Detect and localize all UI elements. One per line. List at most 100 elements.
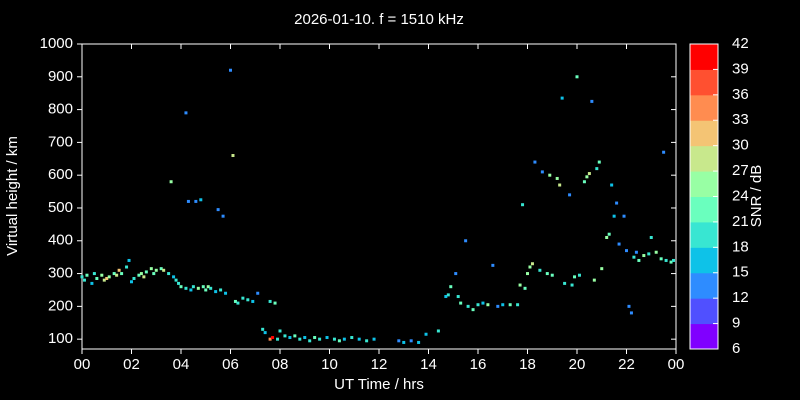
data-point [637, 258, 641, 262]
data-point [152, 272, 156, 276]
data-point [246, 298, 250, 302]
x-tick-label: 20 [569, 356, 586, 373]
x-tick-label: 00 [74, 356, 91, 373]
data-point [417, 340, 421, 344]
colorbar-tick-label: 12 [732, 289, 749, 306]
data-point [162, 268, 166, 272]
data-point [664, 258, 668, 262]
data-point [105, 276, 109, 280]
data-point [592, 278, 596, 282]
x-tick-label: 02 [123, 356, 140, 373]
data-point [283, 334, 287, 338]
data-point [117, 268, 121, 272]
data-point [568, 193, 572, 197]
data-point [100, 273, 104, 277]
data-point [221, 214, 225, 218]
colorbar-label: SNR / dB [748, 165, 765, 228]
data-point [318, 337, 322, 341]
data-point [563, 281, 567, 285]
data-point [332, 337, 336, 341]
colorbar-band [690, 272, 718, 299]
colorbar-band [690, 196, 718, 223]
data-point [107, 275, 111, 279]
data-point [224, 291, 228, 295]
y-axis-label: Virtual height / km [4, 136, 21, 256]
data-point [647, 252, 651, 256]
data-point [204, 288, 208, 292]
y-tick-label: 200 [48, 297, 73, 314]
data-point [471, 308, 475, 312]
colorbar-band [690, 44, 718, 70]
y-tick-label: 500 [48, 199, 73, 216]
data-point [607, 232, 611, 236]
data-point [233, 299, 237, 303]
data-point [137, 273, 141, 277]
data-point [659, 257, 663, 261]
x-tick-label: 18 [519, 356, 536, 373]
data-point [523, 286, 527, 290]
data-point [654, 250, 658, 254]
data-point [174, 278, 178, 282]
data-point [293, 334, 297, 338]
data-point [130, 280, 133, 284]
data-point [662, 150, 666, 154]
data-point [570, 283, 574, 287]
data-point [159, 267, 163, 271]
data-point [149, 267, 153, 271]
x-tick-label: 22 [618, 356, 635, 373]
data-point [446, 293, 450, 297]
data-point [575, 75, 579, 79]
data-point [372, 337, 376, 341]
data-point [214, 290, 218, 294]
data-point [642, 254, 646, 258]
data-point [184, 111, 188, 115]
y-tick-label: 400 [48, 232, 73, 249]
data-point [209, 286, 213, 290]
colorbar-band [690, 145, 718, 172]
x-axis-label: UT Time / hrs [334, 376, 424, 393]
data-point [142, 275, 146, 279]
data-point [550, 273, 554, 277]
data-point [530, 262, 534, 266]
data-point [219, 288, 223, 292]
data-point [303, 336, 307, 340]
colorbar-band [690, 221, 718, 248]
colorbar-tick-label: 42 [732, 35, 749, 52]
data-point [540, 170, 544, 174]
x-tick-label: 10 [321, 356, 338, 373]
data-point [560, 96, 564, 100]
data-point [261, 327, 265, 331]
data-point [186, 199, 190, 203]
data-point [199, 198, 203, 202]
data-point [508, 303, 512, 307]
data-point [206, 285, 210, 289]
colorbar-band [690, 298, 718, 325]
data-point [444, 295, 448, 299]
chart-title: 2026-01-10. f = 1510 kHz [294, 11, 464, 28]
data-point [555, 176, 559, 180]
colorbar-band [690, 247, 718, 274]
data-point [454, 272, 458, 276]
data-point [449, 285, 453, 289]
data-point [127, 258, 131, 262]
colorbar-tick-label: 9 [732, 315, 740, 332]
colorbar-tick-label: 24 [732, 187, 749, 204]
data-point [496, 304, 500, 308]
data-point [112, 272, 116, 276]
x-tick-label: 06 [222, 356, 239, 373]
data-point [459, 301, 463, 305]
x-tick-label: 12 [371, 356, 388, 373]
data-point [102, 278, 106, 282]
data-point [486, 303, 490, 307]
data-point [337, 339, 341, 343]
data-point [177, 281, 181, 285]
x-tick-label: 14 [420, 356, 437, 373]
data-point [409, 339, 413, 343]
colorbar-tick-label: 21 [732, 213, 749, 230]
y-tick-label: 800 [48, 101, 73, 118]
data-point [278, 329, 282, 333]
x-tick-label: 08 [272, 356, 289, 373]
x-tick-label: 04 [173, 356, 190, 373]
data-point [590, 99, 594, 103]
